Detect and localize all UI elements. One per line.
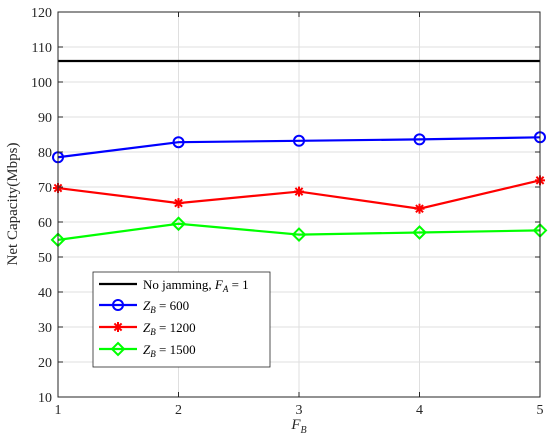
legend-label-2: ZB = 1200 (143, 320, 196, 337)
x-tick-label: 5 (537, 403, 544, 418)
y-tick-label: 70 (38, 181, 52, 196)
series-line-3 (57, 222, 541, 241)
series-3-point (412, 225, 427, 240)
legend-label-1: ZB = 600 (143, 298, 189, 315)
axis-ticks: 10 20 30 40 50 60 70 80 90 100 110 120 1 2 3 4 5 (31, 6, 544, 418)
series-1-point (413, 133, 426, 146)
series-line-1 (57, 136, 541, 159)
series-2-point (294, 186, 304, 197)
legend-marker-2 (113, 322, 123, 332)
y-tick-label: 120 (31, 6, 52, 21)
legend-label-0: No jamming, FA = 1 (143, 277, 249, 294)
asterisk-stroke (415, 204, 424, 214)
y-tick-label: 50 (38, 251, 52, 266)
series-layer (50, 59, 548, 248)
series-2-point (414, 203, 425, 214)
legend-marker-1 (112, 299, 124, 311)
series-1-point (293, 134, 305, 147)
y-tick-label: 80 (38, 146, 52, 161)
x-axis-label: FB (290, 417, 306, 436)
y-tick-label: 20 (38, 356, 52, 371)
asterisk-stroke (113, 322, 123, 332)
series-2-point (173, 198, 184, 209)
y-tick-label: 90 (38, 111, 52, 126)
legend-entries (99, 282, 137, 357)
x-tick-label: 2 (175, 403, 182, 418)
legend-label-3: ZB = 1500 (143, 342, 196, 359)
legend-marker-3 (110, 341, 126, 357)
y-tick-label: 100 (31, 76, 52, 91)
legend: No jamming, FA = 1 ZB = 600 ZB = 1200 ZB… (92, 271, 271, 368)
y-axis-label: Net Capacity(Mbps) (5, 143, 21, 266)
y-tick-label: 40 (38, 286, 52, 301)
y-tick-label: 30 (38, 321, 52, 336)
x-tick-label: 4 (416, 403, 423, 418)
series-3-point (171, 216, 186, 232)
asterisk-stroke (294, 187, 304, 196)
series-1-point (172, 136, 185, 149)
series-3-point (291, 227, 307, 243)
y-tick-label: 60 (38, 216, 52, 231)
asterisk-stroke (174, 198, 183, 208)
x-tick-label: 1 (55, 403, 62, 418)
x-tick-label: 3 (296, 403, 303, 418)
y-tick-label: 110 (32, 41, 52, 56)
y-tick-label: 10 (38, 391, 52, 406)
